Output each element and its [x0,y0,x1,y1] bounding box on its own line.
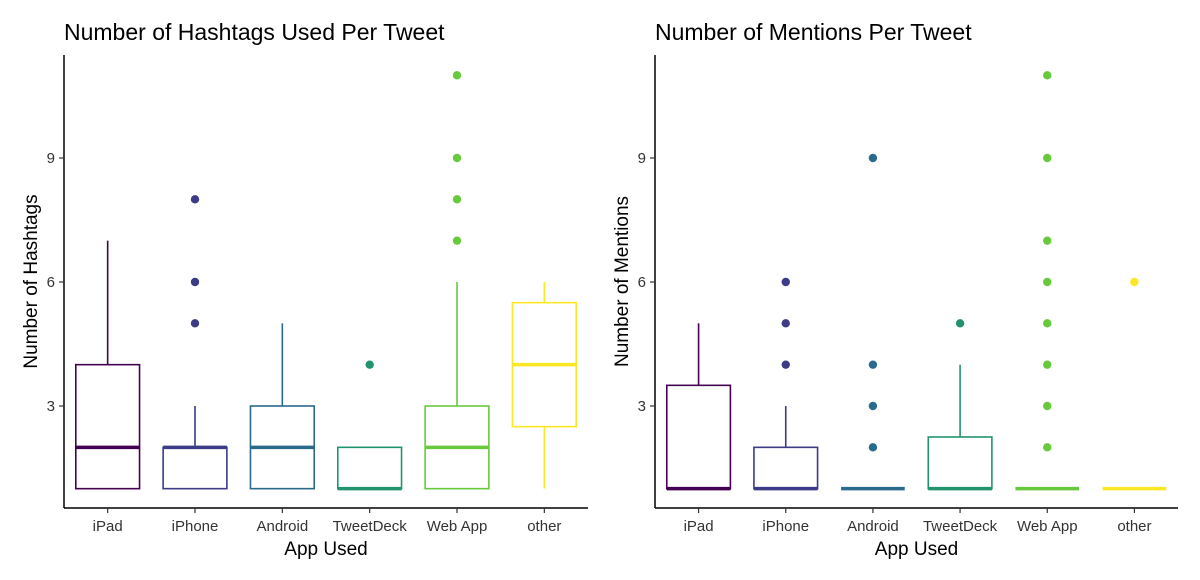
x-axis-label: App Used [284,539,367,560]
y-tick-label: 9 [47,150,55,167]
y-tick-label: 9 [638,150,646,167]
outlier-point [1043,443,1052,452]
box-tweetdeck [336,360,403,491]
outlier-point [781,319,790,328]
outlier-point [452,236,462,245]
box-other [1102,277,1167,491]
outlier-point [1043,71,1052,80]
x-axis-label: App Used [875,539,958,560]
x-tick-label: iPhone [762,518,809,535]
x-tick-label: iPad [93,518,123,535]
x-tick-label: iPhone [172,518,219,535]
outlier-point [1043,236,1052,245]
outlier-point [1043,360,1052,369]
outlier-point [868,153,878,163]
box-iqr [753,446,819,490]
y-tick-label: 3 [47,398,55,415]
box-tweetdeck [927,319,993,491]
x-tick-label: TweetDeck [333,518,408,535]
box-web-app [424,71,490,490]
outlier-point [1130,277,1139,287]
outlier-point [1043,153,1052,163]
chart-title: Number of Hashtags Used Per Tweet [64,19,445,45]
x-tick-label: iPad [684,518,714,535]
box-ipad [74,240,141,490]
x-tick-label: Web App [1017,518,1078,535]
box-iqr [336,446,403,490]
outlier-point [190,319,200,328]
chart-title: Number of Mentions Per Tweet [655,19,972,45]
outlier-point [190,277,200,287]
x-tick-label: Android [256,518,308,535]
y-tick-label: 6 [638,274,646,291]
box-iqr [927,436,993,490]
y-axis-label: Number of Mentions [612,196,633,367]
outlier-point [190,195,200,204]
outlier-point [1043,401,1052,411]
box-android [841,153,905,491]
x-tick-label: other [1117,518,1151,535]
box-ipad [665,323,732,491]
y-tick-label: 6 [47,274,55,291]
outlier-point [868,443,878,452]
x-tick-label: Android [847,518,899,535]
chart-panel-2: Number of Mentions Per Tweet 3 6 9 iPad iPhon… [612,19,1178,560]
x-tick-label: TweetDeck [923,518,998,535]
outlier-point [452,71,462,80]
box-iphone [753,277,819,491]
box-web-app [1015,71,1080,491]
box-iqr [665,384,732,490]
outlier-point [781,360,790,369]
y-axis-label: Number of Hashtags [21,194,42,368]
outlier-point [452,153,462,163]
outlier-point [955,319,965,328]
chart-panel-1: Number of Hashtags Used Per Tweet 3 6 9 iPad… [21,19,588,560]
x-tick-label: Web App [427,518,488,535]
outlier-point [365,360,374,369]
box-other [511,282,578,489]
outlier-point [1043,277,1052,287]
outlier-point [868,401,878,411]
x-tick-label: other [527,518,561,535]
y-tick-label: 3 [638,398,646,415]
box-iqr [162,446,228,490]
box-iqr [74,363,141,490]
outlier-point [781,277,790,287]
box-android [249,323,316,490]
outlier-point [868,360,878,369]
outlier-point [1043,319,1052,328]
outlier-point [452,195,462,204]
box-iphone [162,195,228,490]
